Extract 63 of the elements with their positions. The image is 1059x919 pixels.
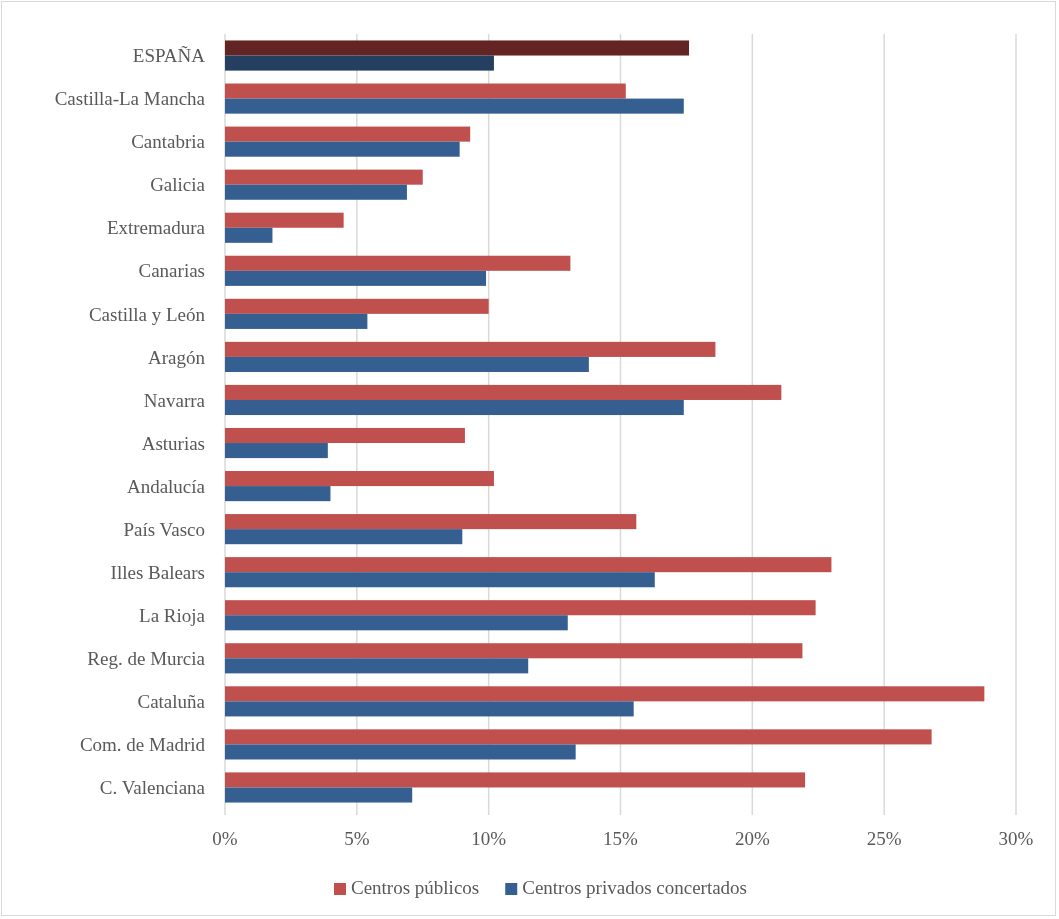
bar bbox=[225, 701, 634, 717]
y-tick-label: Asturias bbox=[141, 432, 205, 454]
bar bbox=[225, 169, 423, 185]
bar bbox=[225, 658, 529, 674]
x-tick-label: 0% bbox=[212, 828, 238, 849]
bar bbox=[225, 529, 463, 545]
bar bbox=[225, 384, 782, 400]
y-tick-label: ESPAÑA bbox=[132, 45, 206, 67]
bar bbox=[225, 55, 494, 71]
bar bbox=[225, 212, 344, 228]
bar bbox=[225, 40, 690, 56]
y-tick-label: Extremadura bbox=[106, 217, 206, 239]
y-tick-label: Castilla y León bbox=[88, 303, 206, 325]
y-tick-label: Reg. de Murcia bbox=[87, 647, 206, 669]
bar bbox=[225, 227, 273, 243]
bar bbox=[225, 443, 328, 459]
bar bbox=[225, 313, 368, 329]
x-tick-label: 15% bbox=[603, 828, 639, 849]
x-tick-label: 5% bbox=[344, 828, 370, 849]
x-tick-label: 30% bbox=[998, 828, 1034, 849]
bar bbox=[225, 83, 626, 99]
y-tick-label: C. Valenciana bbox=[99, 777, 206, 799]
y-tick-label: Andalucía bbox=[126, 475, 206, 497]
y-tick-label: Navarra bbox=[143, 389, 206, 411]
legend-label: Centros privados concertados bbox=[522, 877, 748, 898]
bar bbox=[225, 615, 568, 631]
bar bbox=[225, 787, 413, 803]
bar bbox=[225, 514, 637, 530]
bar bbox=[225, 572, 655, 588]
bar bbox=[225, 729, 932, 745]
y-tick-label: La Rioja bbox=[139, 604, 206, 626]
x-tick-label: 20% bbox=[734, 828, 770, 849]
y-tick-label: Castilla-La Mancha bbox=[54, 88, 206, 110]
bar bbox=[225, 744, 576, 760]
bar bbox=[225, 184, 407, 200]
y-tick-label: Com. de Madrid bbox=[79, 734, 206, 756]
legend-label: Centros públicos bbox=[350, 877, 480, 898]
y-tick-label: Illes Balears bbox=[110, 561, 205, 583]
bar bbox=[225, 427, 465, 444]
bar bbox=[225, 772, 806, 788]
bar bbox=[225, 298, 489, 314]
bar bbox=[225, 686, 985, 702]
y-tick-label: Cantabria bbox=[131, 131, 206, 153]
bar bbox=[225, 600, 816, 616]
y-tick-label: País Vasco bbox=[123, 518, 205, 540]
bar bbox=[225, 341, 716, 357]
bar bbox=[225, 643, 803, 659]
bar bbox=[225, 356, 589, 372]
bar bbox=[225, 98, 684, 114]
bar bbox=[225, 399, 684, 416]
y-tick-label: Canarias bbox=[138, 260, 205, 282]
bar bbox=[225, 255, 571, 271]
y-tick-label: Cataluña bbox=[137, 691, 206, 713]
y-tick-label: Aragón bbox=[148, 346, 206, 368]
bar bbox=[225, 471, 494, 487]
x-tick-label: 25% bbox=[866, 828, 902, 849]
bar bbox=[225, 141, 460, 157]
bar bbox=[225, 486, 331, 502]
bar bbox=[225, 126, 471, 142]
bar bbox=[225, 557, 832, 573]
x-tick-label: 10% bbox=[471, 828, 507, 849]
bar bbox=[225, 270, 487, 286]
y-tick-label: Galicia bbox=[150, 174, 206, 196]
